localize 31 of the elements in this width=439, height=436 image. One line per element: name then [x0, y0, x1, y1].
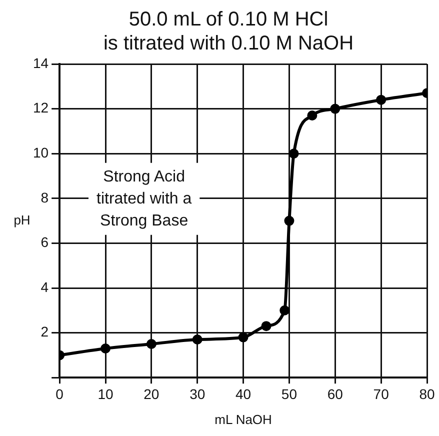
x-tick-label: 60	[327, 386, 344, 402]
point	[238, 332, 248, 342]
x-tick-label: 50	[281, 386, 298, 402]
chart-title: 50.0 mL of 0.10 M HCl is titrated with 0.10 M NaOH	[103, 8, 354, 55]
y-tick-label: 8	[40, 189, 49, 206]
point	[288, 148, 299, 159]
x-tick-label: 0	[56, 386, 64, 402]
y-tick-label: 2	[40, 324, 49, 340]
y-axis-title: pH	[14, 212, 30, 228]
x-tick-label: 20	[144, 386, 160, 402]
point	[280, 305, 290, 316]
y-tick-label: 4	[40, 278, 49, 295]
y-tick-label: 12	[32, 100, 49, 116]
x-axis-title: mL NaOH	[214, 412, 272, 427]
x-tick-label: 80	[419, 386, 435, 402]
y-tick-label: 6	[40, 234, 49, 250]
point	[330, 104, 340, 114]
point	[261, 321, 272, 332]
point	[307, 110, 318, 121]
x-tick-label: 10	[98, 386, 114, 402]
point	[376, 94, 386, 105]
point	[146, 339, 156, 349]
annotation: Strong Acid titrated with a Strong Base	[96, 168, 192, 230]
point	[100, 343, 110, 354]
x-tick-label: 70	[373, 386, 390, 402]
x-tick-label: 30	[190, 386, 206, 402]
x-tick-label: 40	[235, 386, 252, 402]
y-tick-label: 14	[32, 54, 49, 71]
y-tick-label: 10	[32, 144, 49, 160]
point	[284, 216, 294, 226]
point	[192, 334, 202, 345]
